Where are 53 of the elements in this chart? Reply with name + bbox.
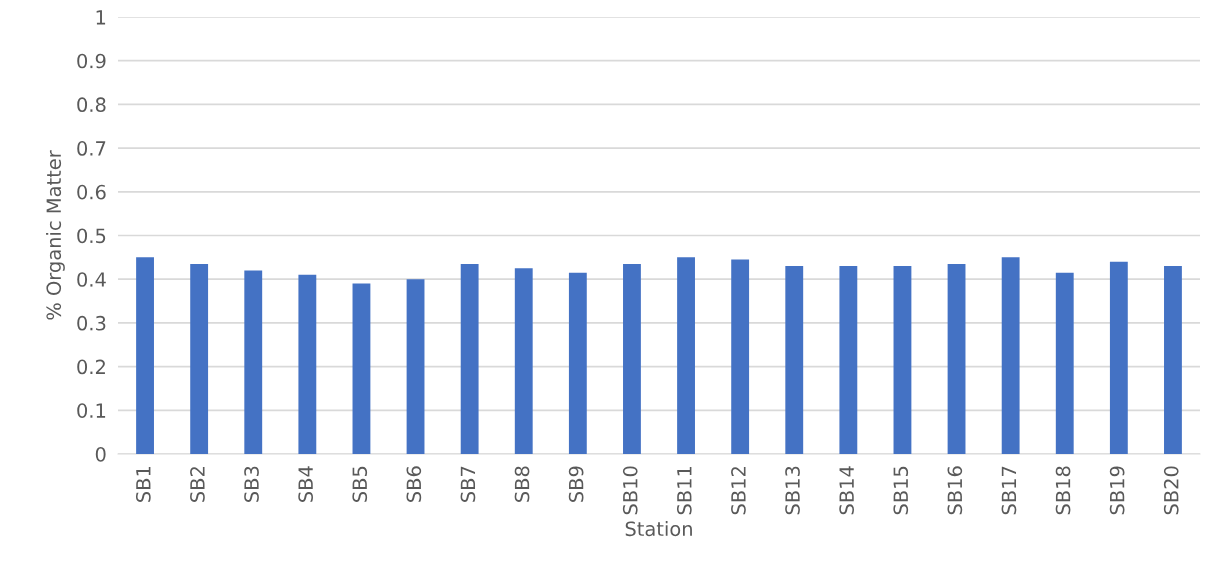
bar bbox=[1109, 261, 1128, 454]
x-tick-label: SB14 bbox=[839, 466, 854, 515]
y-tick-label: 0.6 bbox=[77, 184, 106, 200]
x-tick-label: SB2 bbox=[190, 467, 205, 502]
x-tick-label: SB10 bbox=[622, 466, 638, 515]
y-tick-label: 0.4 bbox=[77, 272, 106, 287]
bar bbox=[731, 259, 750, 454]
x-tick-label: SB8 bbox=[514, 466, 530, 502]
bar bbox=[460, 263, 479, 454]
bar bbox=[244, 270, 263, 454]
x-tick-label: SB17 bbox=[1001, 466, 1017, 515]
y-tick-label: 0.7 bbox=[77, 141, 106, 156]
y-tick-label: 0.2 bbox=[77, 359, 105, 375]
x-tick-label: SB11 bbox=[676, 466, 692, 515]
bar bbox=[1001, 257, 1020, 454]
y-tick-label: 0 bbox=[95, 446, 106, 462]
x-tick-label: SB20 bbox=[1163, 466, 1179, 515]
x-axis-title: Station bbox=[625, 521, 692, 537]
bar bbox=[893, 266, 912, 454]
x-tick-label: SB16 bbox=[947, 466, 963, 515]
x-tick-label: SB3 bbox=[244, 466, 259, 502]
y-tick-label: 0.5 bbox=[77, 228, 106, 244]
x-tick-label: SB15 bbox=[893, 466, 909, 515]
y-tick-label: 0.9 bbox=[77, 53, 106, 69]
bar bbox=[568, 272, 587, 454]
x-tick-label: SB7 bbox=[460, 466, 476, 502]
x-tick-label: SB9 bbox=[568, 466, 584, 502]
bar bbox=[514, 268, 533, 454]
bar bbox=[947, 263, 966, 454]
y-tick-label: 0.3 bbox=[77, 315, 106, 331]
bar bbox=[298, 274, 317, 454]
bar bbox=[839, 266, 858, 454]
bar bbox=[1055, 272, 1074, 454]
y-tick-label: 1 bbox=[96, 10, 106, 25]
x-tick-label: SB1 bbox=[135, 466, 151, 502]
bar bbox=[677, 257, 695, 454]
x-tick-label: SB19 bbox=[1109, 466, 1125, 515]
bar bbox=[352, 283, 371, 454]
bar bbox=[1164, 266, 1182, 454]
y-tick-label: 0.8 bbox=[77, 97, 106, 113]
bar bbox=[406, 279, 425, 454]
bar bbox=[136, 257, 154, 454]
x-tick-label: SB13 bbox=[785, 466, 800, 515]
y-tick-label: 0.1 bbox=[77, 403, 106, 418]
x-tick-label: SB4 bbox=[298, 466, 313, 502]
y-axis-title: % Organic Matter bbox=[46, 150, 65, 320]
bar bbox=[623, 263, 641, 454]
bar bbox=[190, 263, 209, 454]
x-tick-label: SB6 bbox=[406, 466, 422, 502]
x-tick-label: SB5 bbox=[352, 466, 368, 502]
x-tick-label: SB18 bbox=[1055, 466, 1071, 515]
x-tick-label: SB12 bbox=[731, 467, 746, 515]
bar bbox=[785, 266, 804, 454]
